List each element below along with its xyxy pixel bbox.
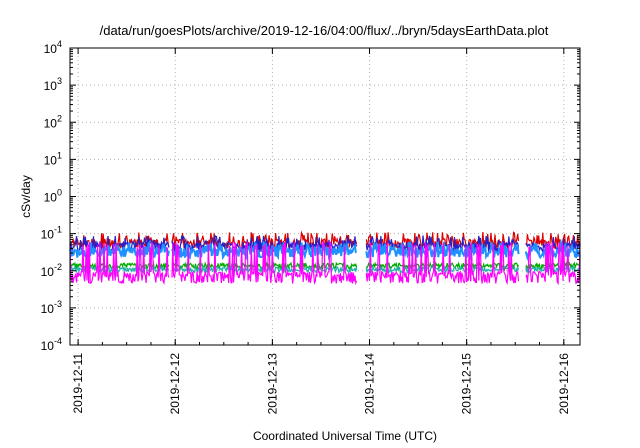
y-tick-label: 10-3 — [41, 299, 62, 316]
y-tick-label: 103 — [44, 76, 62, 93]
x-axis-label: Coordinated Universal Time (UTC) — [253, 429, 437, 443]
series-line — [69, 238, 581, 262]
x-tick-label: 2019-12-15 — [460, 353, 474, 415]
x-tick-label: 2019-12-11 — [71, 353, 85, 414]
y-tick-label: 10-1 — [41, 225, 62, 242]
y-tick-label: 101 — [44, 150, 62, 167]
x-tick-label: 2019-12-14 — [363, 353, 377, 415]
axis-ticks: 10-4 10-3 10-2 10-1 100 101 102 103 104 2019-12-1… — [41, 39, 580, 414]
y-axis-label: cSv/day — [19, 175, 33, 218]
x-tick-label: 2019-12-13 — [265, 353, 279, 415]
x-tick-label: 2019-12-16 — [557, 353, 571, 415]
series-line — [69, 240, 581, 286]
y-tick-label: 102 — [44, 113, 62, 130]
chart-title: /data/run/goesPlots/archive/2019-12-16/0… — [100, 23, 549, 38]
series-layer — [69, 230, 581, 286]
grid — [70, 48, 580, 345]
y-tick-label: 10-2 — [41, 262, 62, 279]
y-tick-label: 10-4 — [41, 336, 62, 353]
y-tick-label: 100 — [44, 188, 62, 205]
y-tick-label: 104 — [44, 39, 62, 56]
x-tick-label: 2019-12-12 — [168, 353, 182, 415]
